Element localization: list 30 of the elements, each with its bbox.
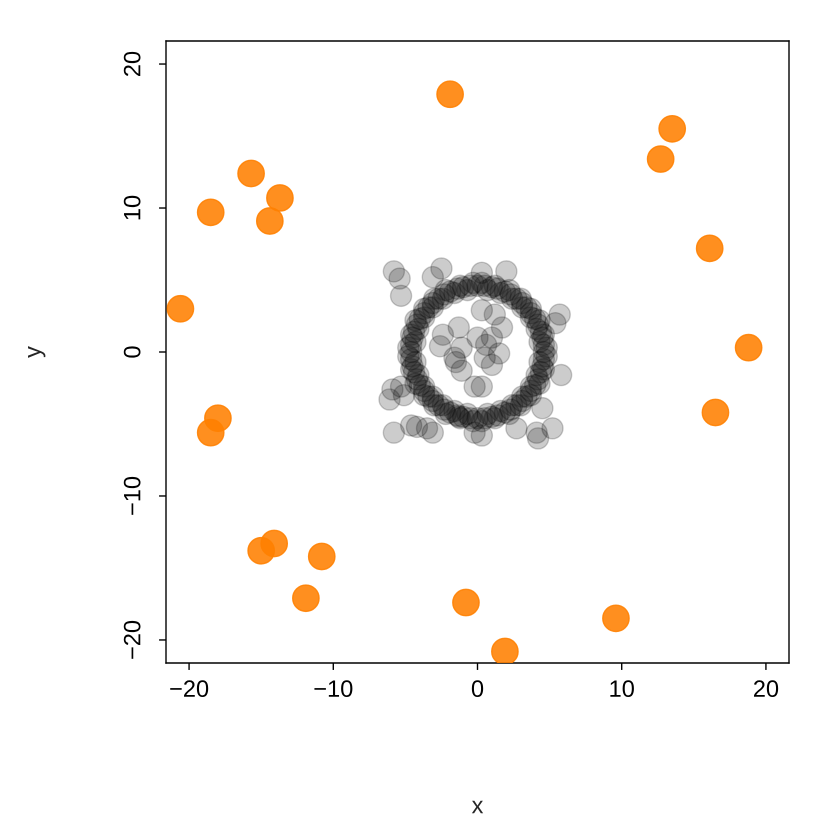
y-tick-label: 20	[124, 52, 140, 76]
x-tick-label: 20	[754, 680, 778, 698]
point	[658, 114, 686, 143]
point	[646, 145, 675, 173]
y-tick-label: 0	[124, 346, 140, 358]
point	[734, 334, 762, 362]
point	[292, 584, 320, 612]
point	[491, 638, 519, 663]
x-tick-label: −20	[170, 680, 208, 698]
y-tick-label: −10	[124, 476, 140, 515]
point	[702, 398, 730, 426]
point	[196, 418, 225, 446]
point	[266, 184, 294, 212]
point	[452, 588, 480, 616]
point	[436, 80, 464, 108]
y-tick-label: −20	[124, 620, 140, 659]
point	[247, 536, 276, 565]
x-tick-label: 10	[610, 680, 634, 698]
x-axis-title: x	[472, 800, 484, 814]
point	[166, 294, 194, 323]
y-tick-label: 10	[124, 196, 140, 220]
y-axis-title: y	[28, 346, 46, 358]
point	[696, 234, 724, 262]
point	[237, 160, 265, 188]
point	[256, 207, 284, 235]
x-tick-label: 0	[472, 680, 484, 698]
x-tick-label: −10	[314, 680, 352, 698]
point	[196, 198, 225, 226]
point	[308, 542, 336, 570]
point	[602, 604, 630, 632]
